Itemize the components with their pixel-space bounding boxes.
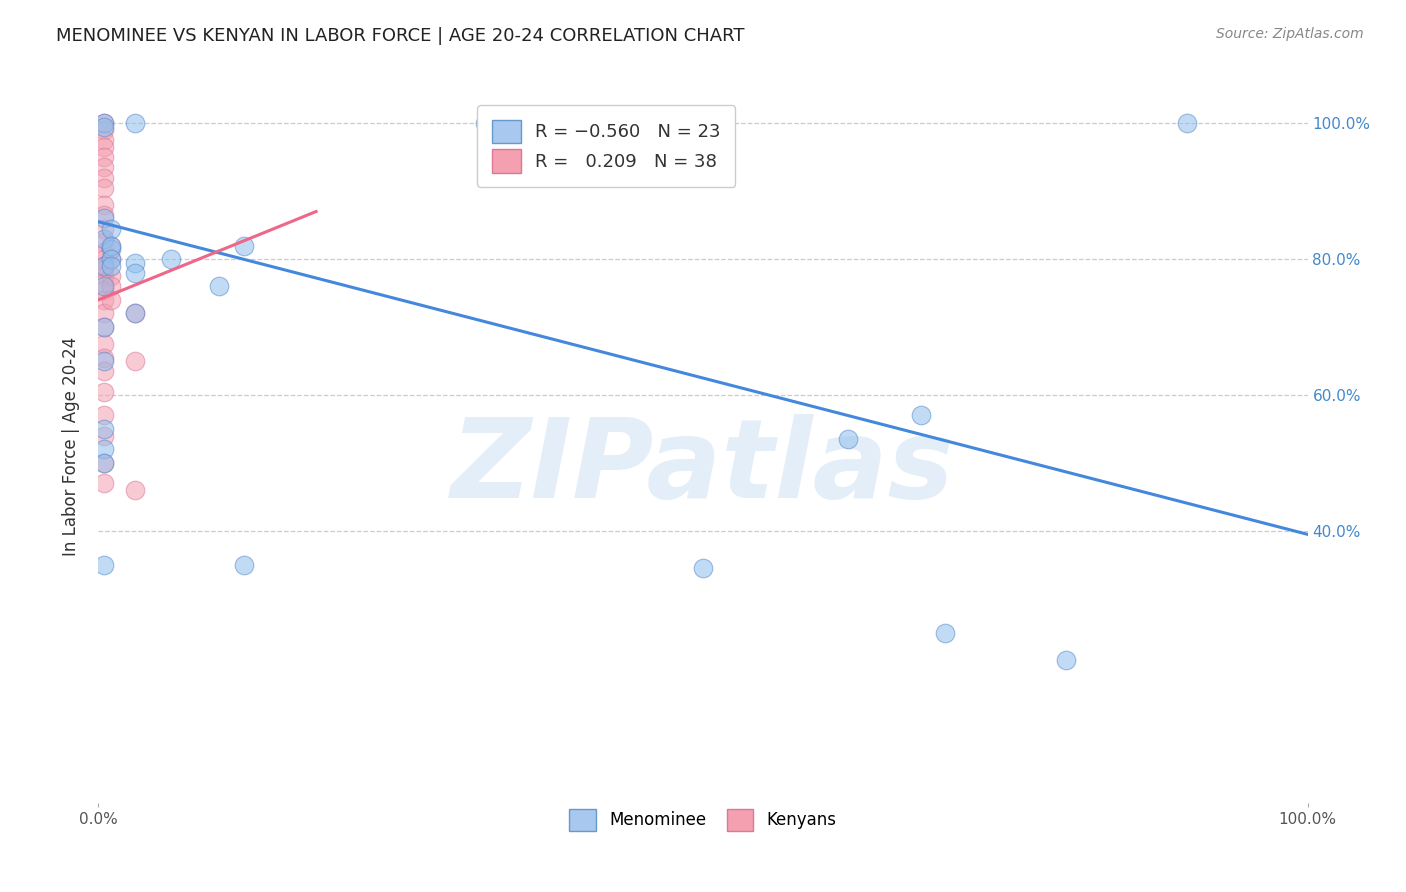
Point (93, 320, 115, 334)
Point (93, 198, 115, 212)
Point (100, 259, 122, 273)
Point (93, 337, 115, 351)
Point (934, 626, 956, 640)
Point (93, 235, 115, 249)
Point (93, 364, 115, 378)
Point (232, 238, 254, 252)
Point (93, 456, 115, 470)
Point (93, 293, 115, 307)
Point (232, 558, 254, 572)
Point (93, 384, 115, 399)
Point (93, 116, 115, 130)
Y-axis label: In Labor Force | Age 20-24: In Labor Force | Age 20-24 (62, 336, 80, 556)
Point (93, 558, 115, 572)
Point (93, 140, 115, 154)
Point (160, 252, 183, 266)
Point (208, 279, 231, 293)
Point (93, 208, 115, 222)
Point (93, 442, 115, 457)
Point (100, 252, 122, 266)
Point (93, 116, 115, 130)
Point (93, 161, 115, 175)
Point (1054, 653, 1077, 667)
Point (93, 133, 115, 147)
Point (93, 211, 115, 226)
Point (93, 422, 115, 436)
Point (93, 245, 115, 260)
Point (124, 306, 146, 320)
Point (93, 283, 115, 297)
Point (93, 269, 115, 284)
Point (93, 320, 115, 334)
Point (93, 120, 115, 134)
Point (93, 123, 115, 137)
Point (100, 252, 122, 266)
Point (124, 255, 146, 269)
Point (100, 221, 122, 235)
Point (93, 351, 115, 365)
Text: ZIPatlas: ZIPatlas (451, 414, 955, 521)
Text: MENOMINEE VS KENYAN IN LABOR FORCE | AGE 20-24 CORRELATION CHART: MENOMINEE VS KENYAN IN LABOR FORCE | AGE… (56, 27, 745, 45)
Point (93, 409, 115, 423)
Point (93, 221, 115, 235)
Point (124, 306, 146, 320)
Point (93, 354, 115, 368)
Point (93, 279, 115, 293)
Point (93, 262, 115, 277)
Point (124, 483, 146, 498)
Point (100, 242, 122, 256)
Point (93, 150, 115, 164)
Point (1175, 116, 1198, 130)
Point (837, 432, 859, 446)
Point (100, 293, 122, 307)
Point (910, 409, 932, 423)
Point (124, 116, 146, 130)
Point (100, 238, 122, 252)
Point (93, 429, 115, 443)
Point (93, 259, 115, 273)
Point (100, 269, 122, 284)
Point (93, 170, 115, 185)
Point (93, 456, 115, 470)
Point (93, 180, 115, 194)
Point (100, 238, 122, 252)
Point (474, 116, 496, 130)
Point (692, 561, 714, 575)
Point (100, 279, 122, 293)
Point (93, 259, 115, 273)
Point (93, 252, 115, 266)
Legend: Menominee, Kenyans: Menominee, Kenyans (562, 803, 844, 838)
Point (93, 232, 115, 246)
Text: Source: ZipAtlas.com: Source: ZipAtlas.com (1216, 27, 1364, 41)
Point (124, 354, 146, 368)
Point (93, 476, 115, 491)
Point (124, 266, 146, 280)
Point (93, 306, 115, 320)
Point (93, 276, 115, 290)
